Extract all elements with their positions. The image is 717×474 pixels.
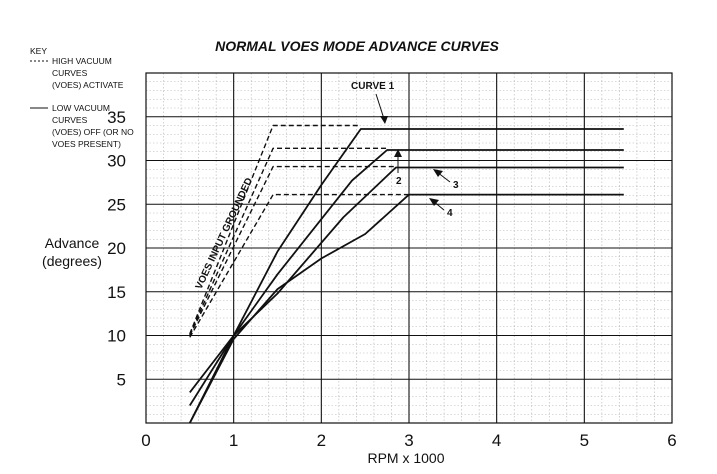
series-lines bbox=[188, 124, 624, 424]
series-line-dashed-3 bbox=[189, 165, 396, 336]
x-axis-label: RPM x 1000 bbox=[367, 450, 444, 466]
key-legend: KEY HIGH VACUUM CURVES (VOES) ACTIVATE L… bbox=[30, 46, 134, 149]
x-tick-label: 6 bbox=[667, 431, 676, 450]
y-tick-label: 30 bbox=[107, 152, 126, 171]
key-solid-line-4: VOES PRESENT) bbox=[52, 139, 121, 149]
y-tick-label: 35 bbox=[107, 108, 126, 127]
x-tick-label: 2 bbox=[317, 431, 326, 450]
x-tick-label: 3 bbox=[404, 431, 413, 450]
y-tick-label: 25 bbox=[107, 195, 126, 214]
curve-4-arrowhead bbox=[429, 198, 439, 206]
y-tick-label: 5 bbox=[117, 370, 126, 389]
curve-3-label: 3 bbox=[453, 180, 459, 191]
y-tick-label: 10 bbox=[107, 327, 126, 346]
series-line-dashed-2 bbox=[189, 147, 388, 335]
series-line-dashed-4 bbox=[189, 193, 409, 338]
key-heading: KEY bbox=[30, 46, 47, 56]
curve-2-arrowhead bbox=[394, 149, 402, 157]
key-solid-line-2: CURVES bbox=[52, 115, 88, 125]
y-axis-label-line2: (degrees) bbox=[42, 253, 102, 269]
key-solid-line-1: LOW VACUUM bbox=[52, 103, 110, 113]
key-dashed-line-2: CURVES bbox=[52, 68, 88, 78]
y-tick-labels: 5 10 15 20 25 30 35 bbox=[107, 108, 126, 390]
y-tick-label: 15 bbox=[107, 283, 126, 302]
key-dashed-line-1: HIGH VACUUM bbox=[52, 56, 112, 66]
x-tick-label: 5 bbox=[580, 431, 589, 450]
curve-1-label: CURVE 1 bbox=[351, 81, 395, 92]
series-line-dashed-1 bbox=[189, 124, 361, 335]
y-axis-label-line1: Advance bbox=[45, 235, 100, 251]
series-line-solid-2 bbox=[189, 149, 624, 406]
curve-2-label: 2 bbox=[396, 176, 402, 187]
chart-title: NORMAL VOES MODE ADVANCE CURVES bbox=[215, 38, 499, 54]
x-tick-label: 0 bbox=[141, 431, 150, 450]
series-line-solid-4 bbox=[189, 193, 624, 424]
series-line-solid-3 bbox=[189, 166, 624, 393]
major-grid bbox=[146, 73, 672, 423]
x-tick-label: 4 bbox=[492, 431, 501, 450]
x-tick-labels: 0 1 2 3 4 5 6 bbox=[141, 431, 676, 450]
plot-frame bbox=[145, 72, 673, 424]
y-tick-label: 20 bbox=[107, 239, 126, 258]
series-line-solid-1 bbox=[188, 128, 624, 424]
key-solid-line-3: (VOES) OFF (OR NO bbox=[52, 127, 134, 137]
x-tick-label: 1 bbox=[229, 431, 238, 450]
key-dashed-line-3: (VOES) ACTIVATE bbox=[52, 80, 124, 90]
curve-1-arrowhead bbox=[380, 116, 388, 124]
curve-3-arrowhead bbox=[433, 169, 443, 177]
curve-4-label: 4 bbox=[447, 208, 453, 219]
